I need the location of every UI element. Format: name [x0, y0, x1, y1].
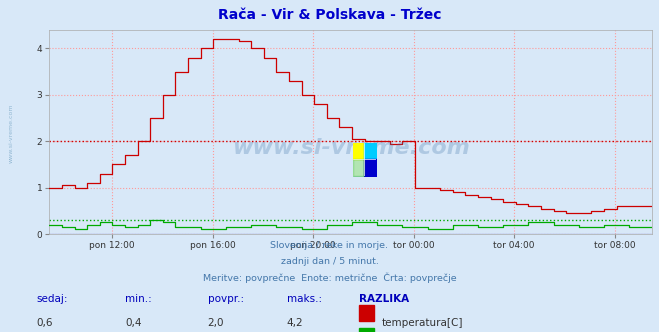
Text: Rača - Vir & Polskava - Tržec: Rača - Vir & Polskava - Tržec — [217, 8, 442, 22]
Text: www.si-vreme.com: www.si-vreme.com — [232, 138, 470, 158]
Text: 0,4: 0,4 — [125, 318, 142, 328]
Text: 4,2: 4,2 — [287, 318, 303, 328]
Text: Meritve: povprečne  Enote: metrične  Črta: povprečje: Meritve: povprečne Enote: metrične Črta:… — [203, 273, 456, 283]
Text: 2,0: 2,0 — [208, 318, 224, 328]
Text: Slovenija / reke in morje.: Slovenija / reke in morje. — [270, 241, 389, 250]
Text: min.:: min.: — [125, 294, 152, 304]
Text: 0,6: 0,6 — [36, 318, 53, 328]
Text: zadnji dan / 5 minut.: zadnji dan / 5 minut. — [281, 257, 378, 266]
Text: maks.:: maks.: — [287, 294, 322, 304]
Text: www.si-vreme.com: www.si-vreme.com — [9, 103, 14, 163]
Text: povpr.:: povpr.: — [208, 294, 244, 304]
Text: RAZLIKA: RAZLIKA — [359, 294, 409, 304]
Text: temperatura[C]: temperatura[C] — [382, 318, 463, 328]
Text: sedaj:: sedaj: — [36, 294, 68, 304]
